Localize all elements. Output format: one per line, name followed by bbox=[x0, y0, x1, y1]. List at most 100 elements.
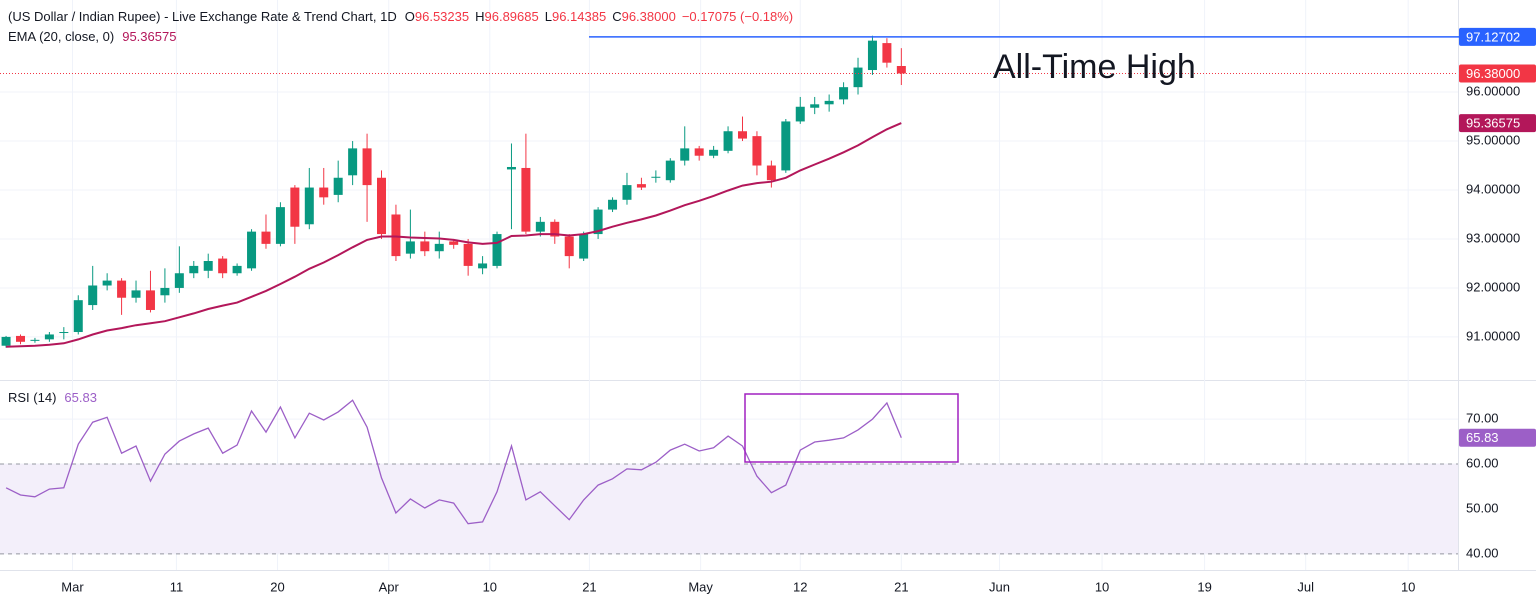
annotation: All-Time High bbox=[993, 48, 1196, 86]
candle-body bbox=[261, 231, 271, 244]
candle-body bbox=[434, 243, 444, 252]
candle-body bbox=[391, 214, 401, 257]
candle-body bbox=[377, 177, 387, 235]
x-tick-label: 10 bbox=[1401, 579, 1415, 594]
candle-body bbox=[145, 290, 155, 310]
candle-body bbox=[304, 187, 314, 225]
candle-body bbox=[319, 187, 329, 198]
candle-body bbox=[738, 131, 748, 139]
ohlc-value: 96.38000 bbox=[622, 9, 676, 24]
candle-body bbox=[232, 265, 242, 274]
labels: Mar 11 20 Apr 10 21 May 12 21 Jun 10 19 Jul 10 91.0000… bbox=[8, 9, 1536, 594]
candle-body bbox=[88, 285, 98, 306]
header: (US Dollar / Indian Rupee) - Live Exchan… bbox=[8, 9, 793, 24]
rsi-value: 65.83 bbox=[64, 390, 97, 405]
candle-body bbox=[810, 104, 820, 108]
candle-body bbox=[203, 261, 213, 271]
candle-body bbox=[723, 131, 733, 151]
rsi-legend: RSI (14) 65.83 bbox=[8, 390, 97, 405]
y-tick-label: 96.00000 bbox=[1466, 83, 1520, 98]
ath-label-box bbox=[1459, 27, 1536, 46]
x-tick-label: 21 bbox=[582, 579, 596, 594]
x-tick-label: 12 bbox=[793, 579, 807, 594]
candle-body bbox=[275, 207, 285, 244]
candle-body bbox=[478, 263, 488, 269]
x-tick-label: Jun bbox=[989, 579, 1010, 594]
candle-body bbox=[218, 258, 228, 274]
last-price-label-box bbox=[1459, 64, 1536, 83]
last-price-label: 96.38000 bbox=[1466, 66, 1520, 81]
series-line bbox=[5, 399, 902, 525]
y-tick-label: 50.00 bbox=[1466, 500, 1499, 515]
candle-body bbox=[795, 106, 805, 122]
candle-body bbox=[694, 148, 704, 156]
candle-body bbox=[492, 234, 502, 266]
y-tick-label: 70.00 bbox=[1466, 411, 1499, 426]
candle-body bbox=[853, 67, 863, 88]
series-line bbox=[6, 122, 902, 348]
candle-body bbox=[16, 335, 26, 342]
ohlc-value: 96.89685 bbox=[485, 9, 539, 24]
candle-body bbox=[59, 332, 69, 334]
x-tick-label: Apr bbox=[379, 579, 400, 594]
candle-body bbox=[290, 187, 300, 227]
candle-body bbox=[882, 43, 892, 63]
candle-body bbox=[564, 236, 574, 257]
candle-body bbox=[189, 265, 199, 274]
ohlc-value: 96.53235 bbox=[415, 9, 469, 24]
candle-body bbox=[824, 100, 834, 105]
y-tick-label: 92.00000 bbox=[1466, 279, 1520, 294]
candle-body bbox=[463, 243, 473, 266]
candle-body bbox=[636, 184, 646, 188]
grid bbox=[0, 0, 1458, 570]
candle-body bbox=[521, 167, 531, 232]
candle-body bbox=[766, 165, 776, 181]
candle-body bbox=[1, 336, 11, 346]
ohlc-key: H bbox=[475, 9, 484, 24]
candle-body bbox=[73, 300, 83, 333]
y-tick-label: 60.00 bbox=[1466, 455, 1499, 470]
candle-body bbox=[709, 149, 719, 156]
ohlc-key: C bbox=[612, 9, 621, 24]
y-tick-label: 93.00000 bbox=[1466, 230, 1520, 245]
candle-body bbox=[405, 241, 415, 254]
ohlc-key: O bbox=[405, 9, 415, 24]
candle-body bbox=[579, 234, 589, 259]
ema-legend: EMA (20, close, 0) 95.36575 bbox=[8, 29, 176, 44]
candle-body bbox=[608, 199, 618, 210]
chart-title: (US Dollar / Indian Rupee) - Live Exchan… bbox=[8, 9, 397, 24]
candle-body bbox=[160, 287, 170, 296]
ema-value: 95.36575 bbox=[122, 29, 176, 44]
candle-body bbox=[420, 241, 430, 252]
rsi-label: 65.83 bbox=[1466, 430, 1499, 445]
candle-body bbox=[665, 160, 675, 181]
candle-body bbox=[839, 87, 849, 100]
x-tick-label: 19 bbox=[1197, 579, 1211, 594]
ohlc-key: L bbox=[545, 9, 552, 24]
ath-label: 97.12702 bbox=[1466, 29, 1520, 44]
candle-body bbox=[535, 221, 545, 232]
y-tick-label: 40.00 bbox=[1466, 545, 1499, 560]
candle-body bbox=[506, 166, 516, 170]
candle-body bbox=[781, 121, 791, 171]
candle-body bbox=[30, 339, 40, 341]
rsi-band bbox=[0, 463, 1458, 554]
candle-body bbox=[651, 176, 661, 178]
candle-body bbox=[117, 280, 127, 298]
candle-body bbox=[622, 185, 632, 200]
candle-body bbox=[449, 241, 459, 245]
candle-body bbox=[44, 334, 54, 340]
ohlc-value: 96.14385 bbox=[552, 9, 606, 24]
rsi-name: RSI (14) bbox=[8, 390, 56, 405]
candle-body bbox=[247, 231, 257, 269]
candle-body bbox=[867, 40, 877, 71]
change: −0.17075 (−0.18%) bbox=[682, 9, 793, 24]
candle-body bbox=[896, 65, 906, 74]
y-tick-label: 94.00000 bbox=[1466, 181, 1520, 196]
candle-body bbox=[362, 148, 372, 186]
rsi-highlight-box bbox=[744, 393, 959, 463]
rsi-label-box bbox=[1459, 428, 1536, 447]
candle-body bbox=[131, 290, 141, 298]
candle-body bbox=[102, 280, 112, 286]
